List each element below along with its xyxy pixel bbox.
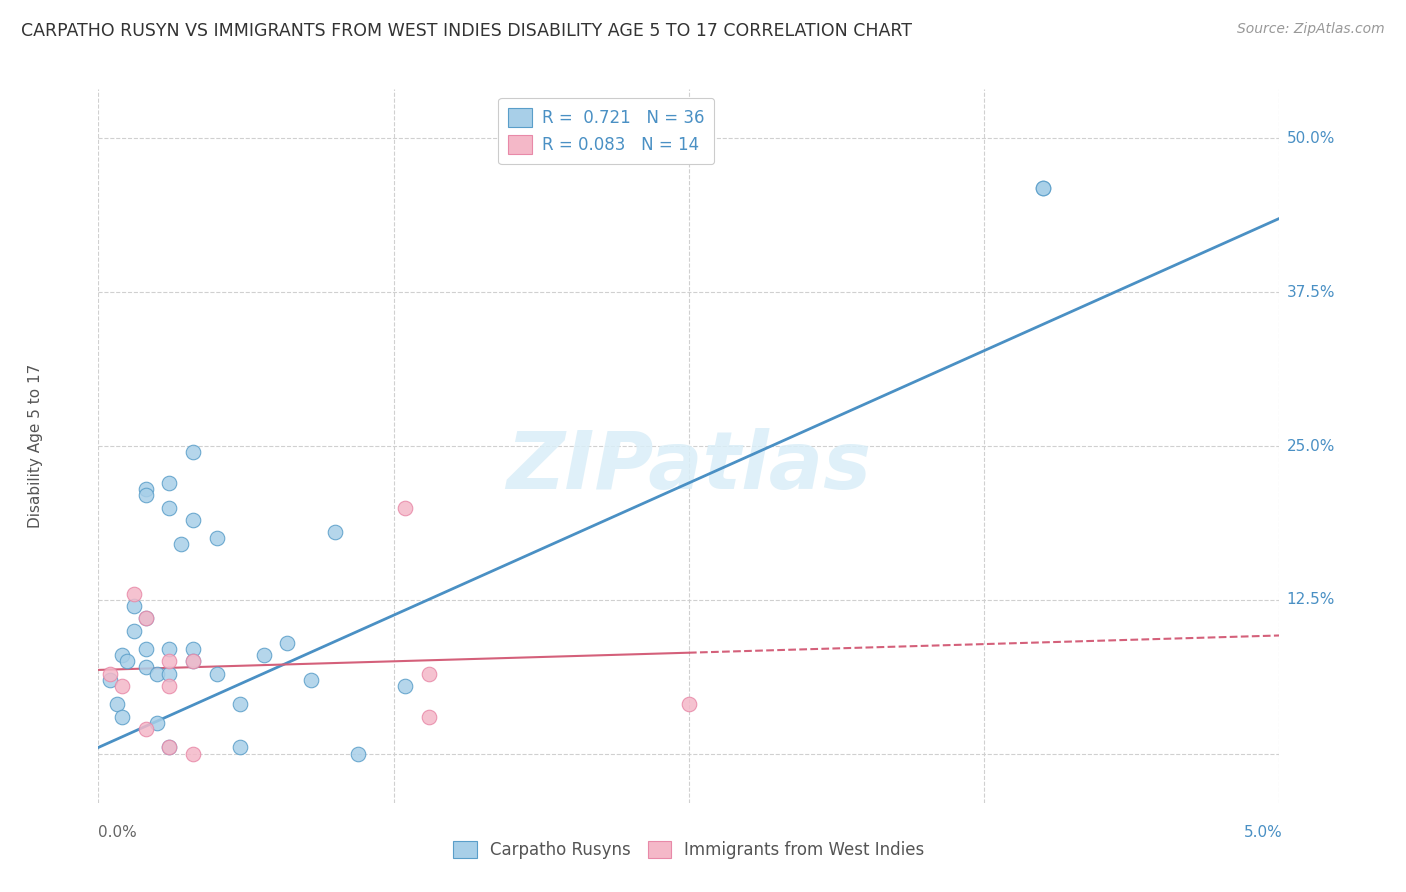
Point xyxy=(229,740,252,755)
Point xyxy=(181,445,204,459)
Point xyxy=(135,488,157,502)
Point xyxy=(135,611,157,625)
Point xyxy=(98,673,121,687)
Point xyxy=(135,642,157,657)
Point xyxy=(122,599,145,613)
Point xyxy=(418,709,440,723)
Point xyxy=(157,740,180,755)
Point xyxy=(229,698,252,712)
Point xyxy=(299,673,322,687)
Point xyxy=(105,698,128,712)
Point xyxy=(111,709,134,723)
Point xyxy=(135,482,157,496)
Point xyxy=(135,660,157,674)
Point xyxy=(115,654,138,668)
Point xyxy=(135,611,157,625)
Text: ZIPatlas: ZIPatlas xyxy=(506,428,872,507)
Text: 50.0%: 50.0% xyxy=(1286,131,1334,146)
Point xyxy=(157,475,180,490)
Text: 12.5%: 12.5% xyxy=(1286,592,1334,607)
Point xyxy=(181,642,204,657)
Text: 0.0%: 0.0% xyxy=(98,825,138,840)
Point xyxy=(276,636,298,650)
Point xyxy=(418,666,440,681)
Legend: Carpatho Rusyns, Immigrants from West Indies: Carpatho Rusyns, Immigrants from West In… xyxy=(447,834,931,866)
Point xyxy=(181,654,204,668)
Point xyxy=(157,500,180,515)
Point xyxy=(157,740,180,755)
Point xyxy=(323,525,346,540)
Point xyxy=(253,648,276,662)
Point xyxy=(678,698,700,712)
Point xyxy=(146,666,169,681)
Point xyxy=(1032,180,1054,194)
Text: 37.5%: 37.5% xyxy=(1286,285,1334,300)
Point xyxy=(157,666,180,681)
Point xyxy=(157,679,180,693)
Point xyxy=(157,642,180,657)
Point xyxy=(111,648,134,662)
Point xyxy=(1032,180,1054,194)
Point xyxy=(122,587,145,601)
Point xyxy=(111,679,134,693)
Text: 5.0%: 5.0% xyxy=(1243,825,1282,840)
Point xyxy=(170,537,193,551)
Point xyxy=(394,500,416,515)
Point xyxy=(181,747,204,761)
Point xyxy=(394,679,416,693)
Point xyxy=(205,666,228,681)
Point xyxy=(98,666,121,681)
Point xyxy=(181,654,204,668)
Point xyxy=(122,624,145,638)
Point xyxy=(347,747,370,761)
Text: Disability Age 5 to 17: Disability Age 5 to 17 xyxy=(28,364,42,528)
Point xyxy=(157,654,180,668)
Text: CARPATHO RUSYN VS IMMIGRANTS FROM WEST INDIES DISABILITY AGE 5 TO 17 CORRELATION: CARPATHO RUSYN VS IMMIGRANTS FROM WEST I… xyxy=(21,22,912,40)
Text: 25.0%: 25.0% xyxy=(1286,439,1334,453)
Point xyxy=(146,715,169,730)
Point xyxy=(205,531,228,545)
Text: Source: ZipAtlas.com: Source: ZipAtlas.com xyxy=(1237,22,1385,37)
Point xyxy=(135,722,157,736)
Point xyxy=(181,513,204,527)
